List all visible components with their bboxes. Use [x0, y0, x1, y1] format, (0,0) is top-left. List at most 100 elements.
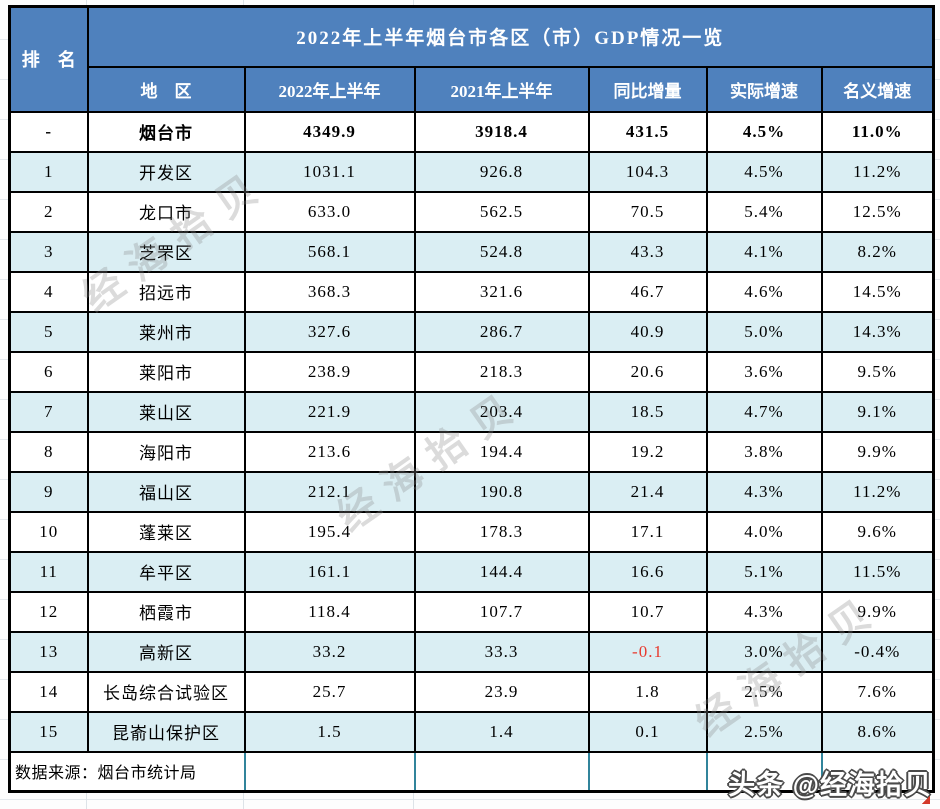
- nominal-growth-cell: 11.2%: [820, 150, 935, 193]
- increment-cell: 18.5: [587, 390, 708, 433]
- region-cell: 蓬莱区: [86, 510, 246, 553]
- gdp-2022-cell: 25.7: [243, 670, 416, 713]
- nominal-growth-cell: 11.0%: [820, 110, 935, 153]
- table-row: 3 芝罘区 568.1 524.8 43.3 4.1% 8.2%: [8, 230, 935, 273]
- rank-cell: -: [8, 110, 89, 153]
- nominal-growth-cell: 8.2%: [820, 230, 935, 273]
- gdp-2021-cell: 194.4: [413, 430, 590, 473]
- footer-empty-cell: [705, 750, 823, 793]
- gdp-2021-cell: 1.4: [413, 710, 590, 753]
- rank-cell: 9: [8, 470, 89, 513]
- real-growth-cell: 4.6%: [705, 270, 823, 313]
- rank-cell: 11: [8, 550, 89, 593]
- table-header: 排 名 2022年上半年烟台市各区（市）GDP情况一览 地 区 2022年上半年…: [8, 5, 935, 113]
- gdp-2021-cell: 524.8: [413, 230, 590, 273]
- rank-cell: 13: [8, 630, 89, 673]
- real-growth-cell: 4.7%: [705, 390, 823, 433]
- gdp-2021-cell: 178.3: [413, 510, 590, 553]
- gdp-2021-cell: 286.7: [413, 310, 590, 353]
- gdp-2022-cell: 238.9: [243, 350, 416, 393]
- table-row: 13 高新区 33.2 33.3 -0.1 3.0% -0.4%: [8, 630, 935, 673]
- real-growth-cell: 3.6%: [705, 350, 823, 393]
- rank-cell: 10: [8, 510, 89, 553]
- increment-cell: 46.7: [587, 270, 708, 313]
- gdp-2022-cell: 4349.9: [243, 110, 416, 153]
- increment-column-header: 同比增量: [587, 65, 708, 113]
- gdp-2021-cell: 33.3: [413, 630, 590, 673]
- gdp-2022-cell: 212.1: [243, 470, 416, 513]
- gdp-2022-cell: 327.6: [243, 310, 416, 353]
- gdp-2021-cell: 562.5: [413, 190, 590, 233]
- nominal-growth-cell: 14.3%: [820, 310, 935, 353]
- footer-empty-cell: [413, 750, 590, 793]
- real-growth-cell: 4.5%: [705, 150, 823, 193]
- real-growth-cell: 5.1%: [705, 550, 823, 593]
- increment-cell: 21.4: [587, 470, 708, 513]
- table-row: 1 开发区 1031.1 926.8 104.3 4.5% 11.2%: [8, 150, 935, 193]
- footer-row: 数据来源：烟台市统计局: [8, 750, 935, 793]
- rank-cell: 2: [8, 190, 89, 233]
- gdp-2021-cell: 3918.4: [413, 110, 590, 153]
- gdp-2021-cell: 107.7: [413, 590, 590, 633]
- gdp-2022-cell: 221.9: [243, 390, 416, 433]
- gdp-2021-cell: 23.9: [413, 670, 590, 713]
- nominal-growth-cell: 9.9%: [820, 590, 935, 633]
- region-cell: 福山区: [86, 470, 246, 513]
- increment-cell: 40.9: [587, 310, 708, 353]
- real-growth-cell: 3.0%: [705, 630, 823, 673]
- table-row: 2 龙口市 633.0 562.5 70.5 5.4% 12.5%: [8, 190, 935, 233]
- increment-cell: -0.1: [587, 630, 708, 673]
- increment-cell: 43.3: [587, 230, 708, 273]
- region-cell: 莱州市: [86, 310, 246, 353]
- region-cell: 栖霞市: [86, 590, 246, 633]
- table-row: 4 招远市 368.3 321.6 46.7 4.6% 14.5%: [8, 270, 935, 313]
- gdp-2021-cell: 321.6: [413, 270, 590, 313]
- rank-cell: 7: [8, 390, 89, 433]
- rank-cell: 12: [8, 590, 89, 633]
- region-cell: 长岛综合试验区: [86, 670, 246, 713]
- table-row: 11 牟平区 161.1 144.4 16.6 5.1% 11.5%: [8, 550, 935, 593]
- table-row: 6 莱阳市 238.9 218.3 20.6 3.6% 9.5%: [8, 350, 935, 393]
- real-growth-cell: 4.1%: [705, 230, 823, 273]
- region-cell: 昆嵛山保护区: [86, 710, 246, 753]
- gdp-2022-cell: 368.3: [243, 270, 416, 313]
- rank-cell: 15: [8, 710, 89, 753]
- real-growth-cell: 2.5%: [705, 710, 823, 753]
- gdp-2021-cell: 144.4: [413, 550, 590, 593]
- region-cell: 莱山区: [86, 390, 246, 433]
- nominal-growth-cell: 14.5%: [820, 270, 935, 313]
- gdp-2022-cell: 33.2: [243, 630, 416, 673]
- footer-empty-cell: [820, 750, 935, 793]
- increment-cell: 0.1: [587, 710, 708, 753]
- gdp-2021-cell: 190.8: [413, 470, 590, 513]
- region-cell: 招远市: [86, 270, 246, 313]
- gdp-2022-cell: 161.1: [243, 550, 416, 593]
- gdp-2021-cell: 926.8: [413, 150, 590, 193]
- gdp-2021-cell: 218.3: [413, 350, 590, 393]
- gdp-2022-cell: 1.5: [243, 710, 416, 753]
- gdp-2021-cell: 203.4: [413, 390, 590, 433]
- table-row: 15 昆嵛山保护区 1.5 1.4 0.1 2.5% 8.6%: [8, 710, 935, 753]
- region-column-header: 地 区: [86, 65, 246, 113]
- table-row: 5 莱州市 327.6 286.7 40.9 5.0% 14.3%: [8, 310, 935, 353]
- nominal-growth-cell: 9.9%: [820, 430, 935, 473]
- real-growth-cell: 4.3%: [705, 470, 823, 513]
- rank-cell: 3: [8, 230, 89, 273]
- rank-column-header: 排 名: [8, 5, 89, 113]
- increment-cell: 1.8: [587, 670, 708, 713]
- real-growth-cell: 4.3%: [705, 590, 823, 633]
- rank-cell: 1: [8, 150, 89, 193]
- nominal-growth-cell: 7.6%: [820, 670, 935, 713]
- gdp-2022-cell: 195.4: [243, 510, 416, 553]
- real-growth-column-header: 实际增速: [705, 65, 823, 113]
- table-row: 7 莱山区 221.9 203.4 18.5 4.7% 9.1%: [8, 390, 935, 433]
- gdp-2022-cell: 633.0: [243, 190, 416, 233]
- increment-cell: 70.5: [587, 190, 708, 233]
- real-growth-cell: 3.8%: [705, 430, 823, 473]
- gdp-2022-cell: 568.1: [243, 230, 416, 273]
- gdp-2021-column-header: 2021年上半年: [413, 65, 590, 113]
- table-row: 8 海阳市 213.6 194.4 19.2 3.8% 9.9%: [8, 430, 935, 473]
- increment-cell: 17.1: [587, 510, 708, 553]
- footer-empty-cell: [587, 750, 708, 793]
- region-cell: 高新区: [86, 630, 246, 673]
